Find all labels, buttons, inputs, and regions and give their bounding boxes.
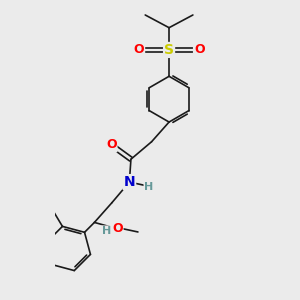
Text: O: O bbox=[134, 44, 144, 56]
Text: O: O bbox=[106, 138, 117, 152]
Text: S: S bbox=[164, 43, 174, 57]
Text: H: H bbox=[144, 182, 154, 192]
Text: O: O bbox=[112, 222, 123, 235]
Text: H: H bbox=[102, 226, 111, 236]
Text: O: O bbox=[194, 44, 205, 56]
Text: N: N bbox=[124, 175, 135, 189]
